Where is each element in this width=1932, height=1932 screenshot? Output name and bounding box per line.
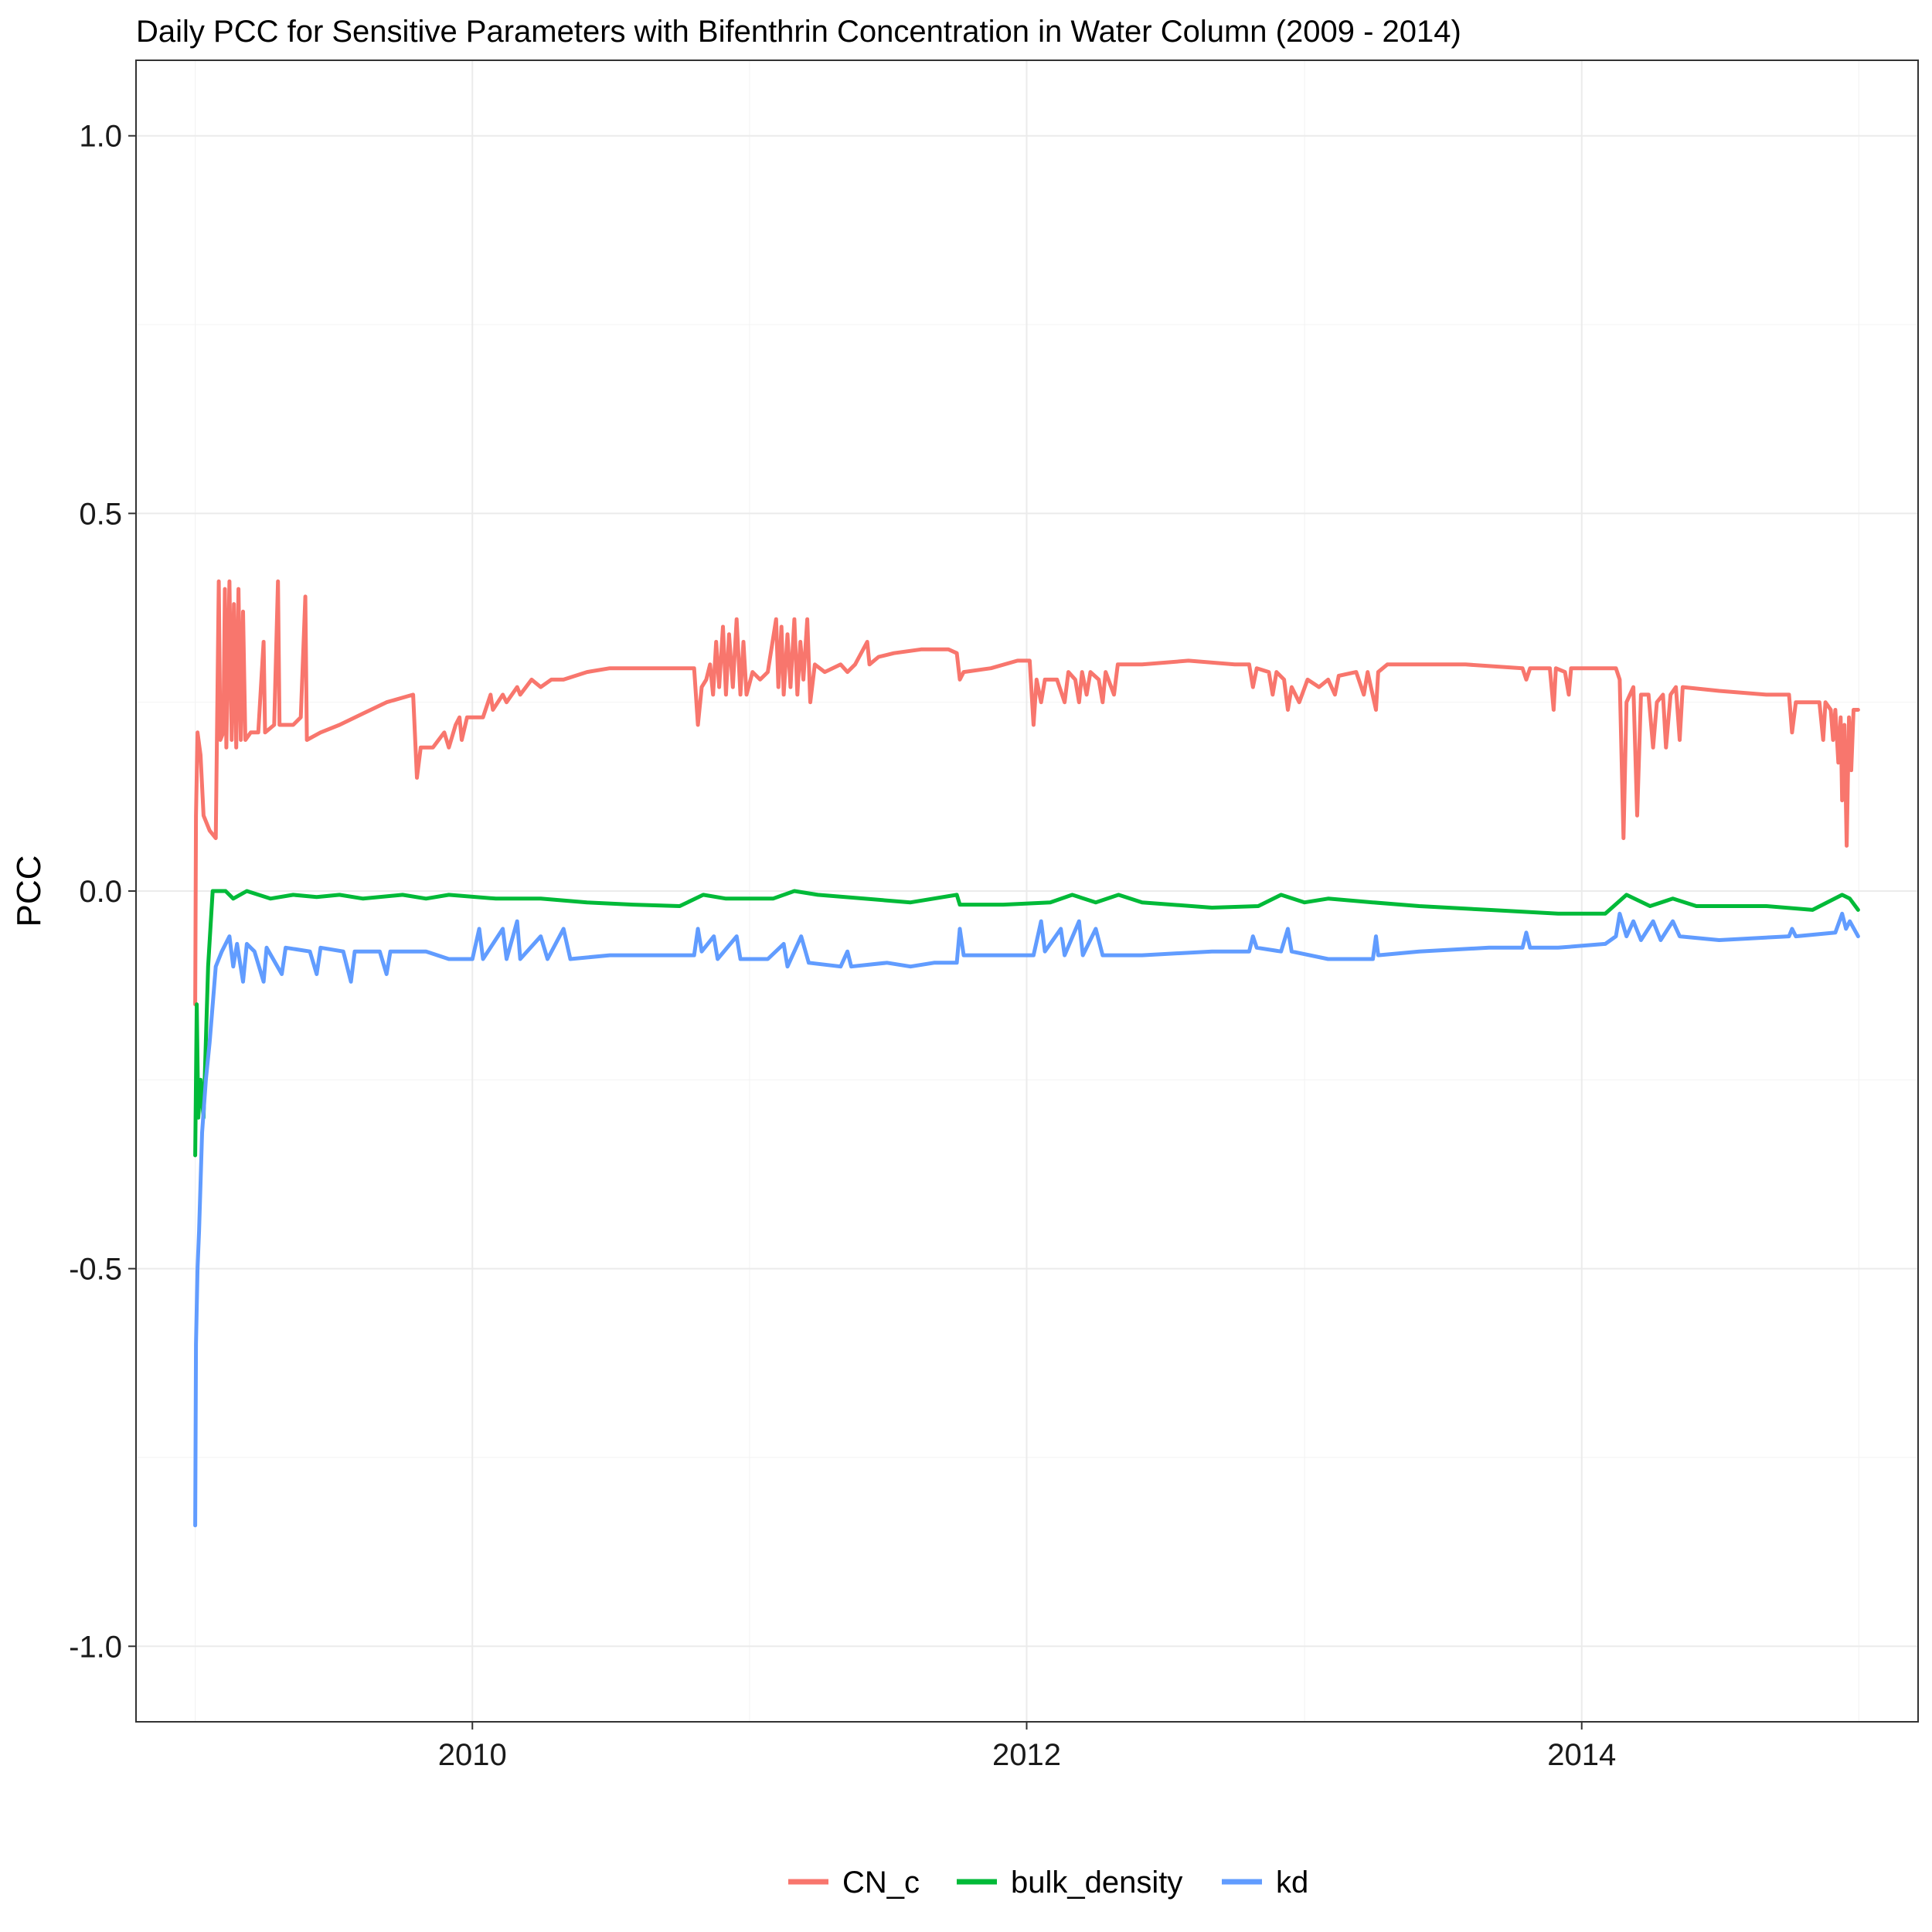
y-axis: 1.0 0.5 0.0 -0.5 -1.0 (69, 120, 136, 1664)
series-line-CN-c (193, 579, 1860, 1007)
y-tick-label: -1.0 (69, 1630, 122, 1664)
x-tick-label: 2012 (992, 1738, 1061, 1772)
x-tick-label: 2014 (1547, 1738, 1616, 1772)
y-tick-label: -0.5 (69, 1253, 122, 1287)
y-tick-label: 1.0 (79, 120, 122, 154)
y-tick-label: 0.5 (79, 497, 122, 531)
legend-label: kd (1276, 1866, 1308, 1900)
legend-item-kd: kd (1222, 1866, 1308, 1900)
series-line-bulk-density (193, 889, 1860, 1158)
legend: CN_c bulk_density kd (788, 1866, 1308, 1900)
x-tick-label: 2010 (438, 1738, 507, 1772)
legend-label: CN_c (842, 1866, 920, 1900)
y-axis-title: PCC (10, 855, 48, 927)
chart-title: Daily PCC for Sensitive Parameters with … (136, 15, 1461, 49)
legend-item-CN-c: CN_c (788, 1866, 920, 1900)
series-line-kd (193, 911, 1860, 1528)
x-axis: 2010 2012 2014 (438, 1722, 1616, 1772)
major-gridlines (136, 60, 1918, 1722)
series-layer (193, 579, 1860, 1528)
y-tick-label: 0.0 (79, 875, 122, 909)
legend-item-bulk-density: bulk_density (957, 1866, 1182, 1900)
legend-label: bulk_density (1011, 1866, 1182, 1900)
